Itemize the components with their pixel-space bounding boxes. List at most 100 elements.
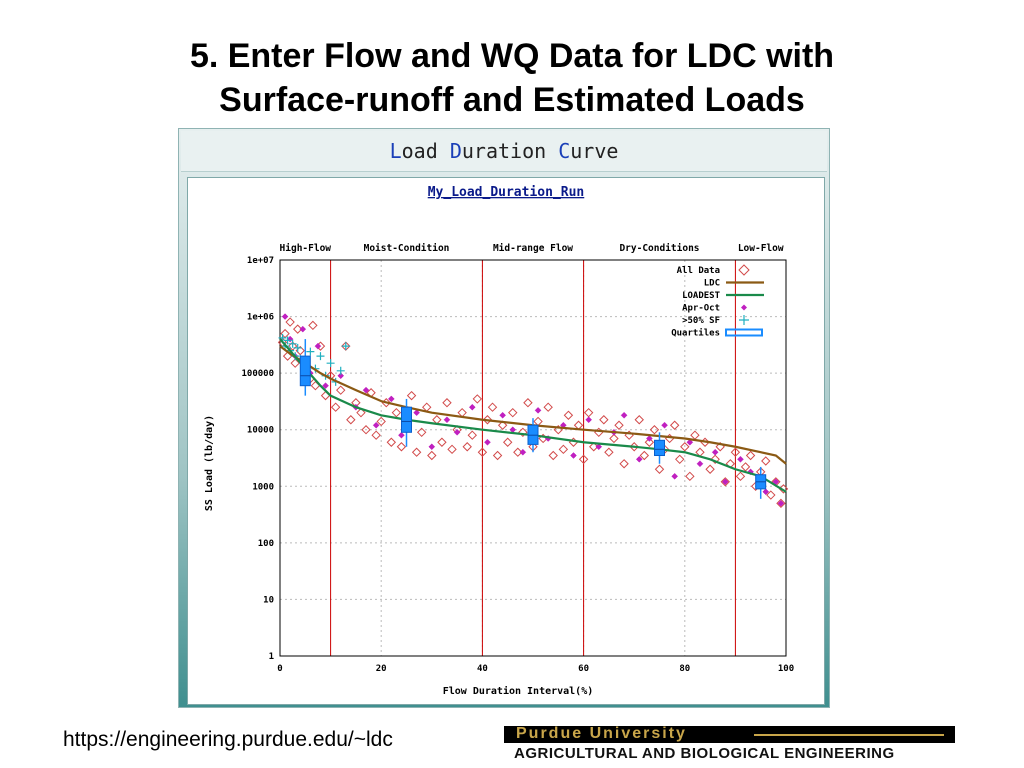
all-data-point [745, 450, 756, 461]
sf-point [306, 347, 315, 356]
apr-oct-point [372, 421, 380, 429]
apr-oct-point [413, 409, 420, 417]
quartile-box [401, 406, 412, 433]
y-tick-label: 1000 [252, 482, 274, 492]
legend-apr-oct-icon [741, 304, 747, 311]
sf-point [293, 343, 302, 352]
all-data-point [386, 437, 397, 447]
all-data-point [437, 437, 447, 447]
zone-label: High-Flow [280, 243, 332, 254]
app-header: Load Duration Curve [181, 131, 827, 172]
x-axis-label: Flow Duration Interval(%) [443, 685, 594, 697]
ldc-app-window: Load Duration Curve My_Load_Duration_Run… [178, 128, 830, 708]
all-data-point [356, 407, 366, 418]
legend-label: Apr-Oct [682, 304, 720, 314]
x-tick-label: 100 [778, 664, 794, 674]
x-tick-label: 20 [376, 664, 387, 674]
all-data-point [391, 407, 402, 418]
all-data-point [720, 477, 730, 487]
apr-oct-point [646, 435, 653, 442]
all-data-point [482, 415, 493, 425]
chart-title[interactable]: My_Load_Duration_Run [428, 185, 585, 200]
sf-point [288, 339, 297, 348]
purdue-logo-rule [754, 734, 944, 736]
legend-label: LDC [704, 279, 720, 289]
all-data-point [644, 437, 655, 447]
legend-label: LOADEST [682, 291, 721, 301]
all-data-point [336, 385, 346, 395]
all-data-point [609, 433, 619, 444]
all-data-point [308, 320, 318, 331]
apr-oct-point [322, 382, 329, 390]
all-data-point [487, 402, 498, 412]
y-tick-label: 10000 [247, 426, 274, 436]
apr-oct-point [281, 313, 289, 320]
all-data-point [442, 398, 452, 408]
all-data-point [533, 416, 543, 427]
legend-label: Quartiles [671, 328, 720, 339]
apr-oct-point [762, 488, 770, 496]
apr-oct-point [534, 406, 542, 414]
all-data-point [497, 420, 508, 430]
all-data-point [634, 415, 644, 425]
all-data-point [462, 442, 472, 452]
zone-label: Low-Flow [738, 243, 784, 254]
apr-oct-point [398, 431, 405, 439]
all-data-point [675, 454, 685, 465]
all-data-point [518, 427, 528, 438]
all-data-point [330, 402, 341, 412]
apr-oct-point [737, 455, 744, 463]
apr-oct-point [696, 460, 704, 468]
quartile-box [299, 355, 311, 387]
apr-oct-point [499, 411, 506, 419]
x-tick-label: 60 [578, 664, 589, 674]
y-tick-label: 1 [269, 652, 274, 662]
all-data-point [411, 447, 422, 457]
apr-oct-point [387, 395, 395, 403]
y-tick-label: 100000 [241, 369, 274, 379]
footer-url: https://engineering.purdue.edu/~ldc [63, 728, 393, 751]
all-data-point [619, 459, 629, 469]
all-data-point [583, 407, 594, 418]
purdue-logo-bottom-text: AGRICULTURAL AND BIOLOGICAL ENGINEERING [514, 745, 895, 762]
loadest-line [279, 338, 787, 493]
apr-oct-point [299, 325, 307, 333]
all-data-point [639, 450, 650, 461]
sf-point [341, 342, 350, 351]
purdue-logo-bar: Purdue University [504, 725, 955, 743]
slide-title-line1: 5. Enter Flow and WQ Data for LDC with [189, 37, 835, 75]
legend-all-data-icon [738, 264, 750, 276]
all-data-point [664, 433, 675, 444]
sf-point [336, 366, 345, 375]
all-data-point [427, 450, 437, 461]
all-data-point [346, 415, 356, 425]
apr-oct-point [747, 468, 754, 476]
x-tick-label: 80 [679, 664, 690, 674]
all-data-point [447, 444, 457, 455]
all-data-point [293, 324, 303, 334]
ldc-line [279, 345, 787, 465]
all-data-point [558, 444, 569, 455]
apr-oct-point [721, 478, 729, 486]
all-data-point [589, 442, 599, 452]
all-data-point [508, 407, 518, 418]
purdue-logo-top-text: Purdue University [516, 725, 687, 742]
all-data-point [604, 447, 614, 457]
y-tick-label: 10 [263, 595, 274, 605]
all-data-point [578, 454, 589, 465]
zone-label: Moist-Condition [364, 243, 450, 254]
all-data-point [548, 450, 558, 461]
all-data-point [523, 398, 533, 408]
all-data-point [766, 490, 776, 500]
purdue-logo: Purdue University AGRICULTURAL AND BIOLO… [504, 724, 955, 768]
all-data-point [654, 464, 665, 474]
apr-oct-point [314, 342, 322, 350]
chart-title-link[interactable]: My_Load_Duration_Run [428, 185, 585, 200]
apr-oct-point [468, 403, 476, 411]
all-data-point [371, 430, 381, 440]
apr-oct-point [519, 448, 527, 456]
apr-oct-point [484, 438, 491, 446]
y-axis-label: SS Load (lb/day) [204, 415, 215, 511]
legend-label: >50% SF [682, 316, 720, 326]
all-data-point [467, 430, 477, 440]
